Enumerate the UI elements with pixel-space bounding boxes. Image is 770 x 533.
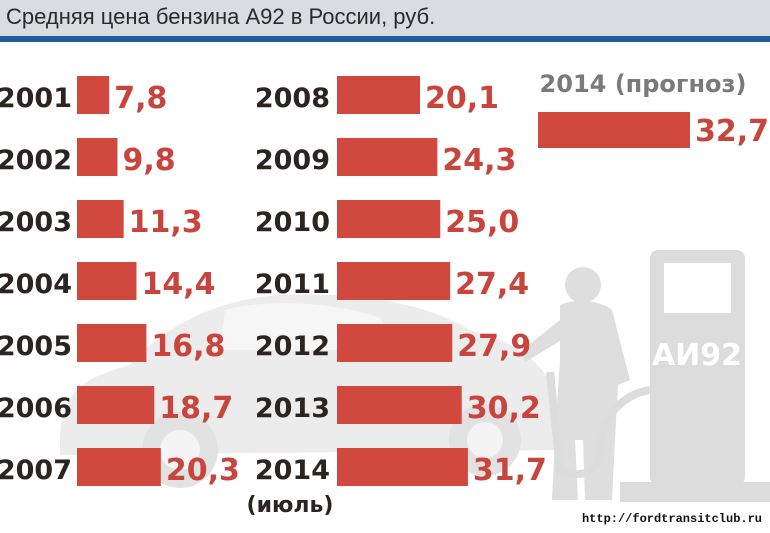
value-label-2008: 20,1 [425, 81, 499, 116]
value-label-2004: 14,4 [141, 267, 215, 302]
year-label-2001: 2001 [0, 83, 72, 114]
bar-2008 [337, 76, 421, 114]
value-label-2007: 20,3 [166, 453, 240, 488]
forecast-label: 2014 (прогноз) [540, 70, 747, 98]
value-label-2012: 27,9 [457, 329, 531, 364]
person-silhouette-icon [520, 267, 630, 500]
year-label-2005: 2005 [0, 331, 72, 362]
bar-2012 [337, 324, 453, 362]
year-label-2008: 2008 [255, 83, 330, 114]
bar-2001 [77, 76, 110, 114]
year-label-2009: 2009 [255, 145, 330, 176]
pump-label: АИ92 [652, 338, 742, 373]
fuel-pump-icon: АИ92 [546, 250, 770, 502]
value-label-2011: 27,4 [455, 267, 529, 302]
bar-2002 [77, 138, 118, 176]
last-row-note: (июль) [247, 493, 334, 518]
year-label-2014: 2014 [255, 455, 330, 486]
bar-2003 [77, 200, 124, 238]
value-label-2013: 30,2 [467, 391, 541, 426]
bar-2009 [337, 138, 438, 176]
bar-2007 [77, 448, 161, 486]
value-label-2006: 18,7 [159, 391, 233, 426]
year-label-2010: 2010 [255, 207, 330, 238]
source-url: http://fordtransitclub.ru [581, 512, 762, 526]
title-underline [0, 36, 770, 42]
chart-title: Средняя цена бензина А92 в России, руб. [6, 4, 436, 29]
year-label-2011: 2011 [255, 269, 330, 300]
value-label-2001: 7,8 [114, 81, 167, 116]
bars-column-left: 2001 7,8 2002 9,8 2003 11,3 2004 14,4 2005 16,8 20… [0, 76, 240, 488]
year-label-2002: 2002 [0, 145, 72, 176]
value-label-2014: 31,7 [473, 453, 547, 488]
bars-column-right: 2008 20,1 2009 24,3 2010 25,0 2011 27,4 2012 27,9… [247, 76, 547, 518]
bar-2010 [337, 200, 441, 238]
year-label-2006: 2006 [0, 393, 72, 424]
year-label-2003: 2003 [0, 207, 72, 238]
year-label-2007: 2007 [0, 455, 72, 486]
year-label-2013: 2013 [255, 393, 330, 424]
year-label-2012: 2012 [255, 331, 330, 362]
value-label-2005: 16,8 [151, 329, 225, 364]
bar-2011 [337, 262, 451, 300]
value-label-2010: 25,0 [445, 205, 519, 240]
bar-2013 [337, 386, 462, 424]
value-label-forecast: 32,7 [695, 114, 769, 149]
title-banner [0, 0, 770, 36]
bar-forecast [538, 112, 690, 148]
forecast-group: 2014 (прогноз) 32,7 [538, 70, 769, 149]
value-label-2002: 9,8 [122, 143, 175, 178]
bar-2004 [77, 262, 137, 300]
year-label-2004: 2004 [0, 269, 72, 300]
bar-2006 [77, 386, 155, 424]
bar-2014 [337, 448, 468, 486]
value-label-2009: 24,3 [442, 143, 516, 178]
value-label-2003: 11,3 [129, 205, 203, 240]
bar-2005 [77, 324, 147, 362]
